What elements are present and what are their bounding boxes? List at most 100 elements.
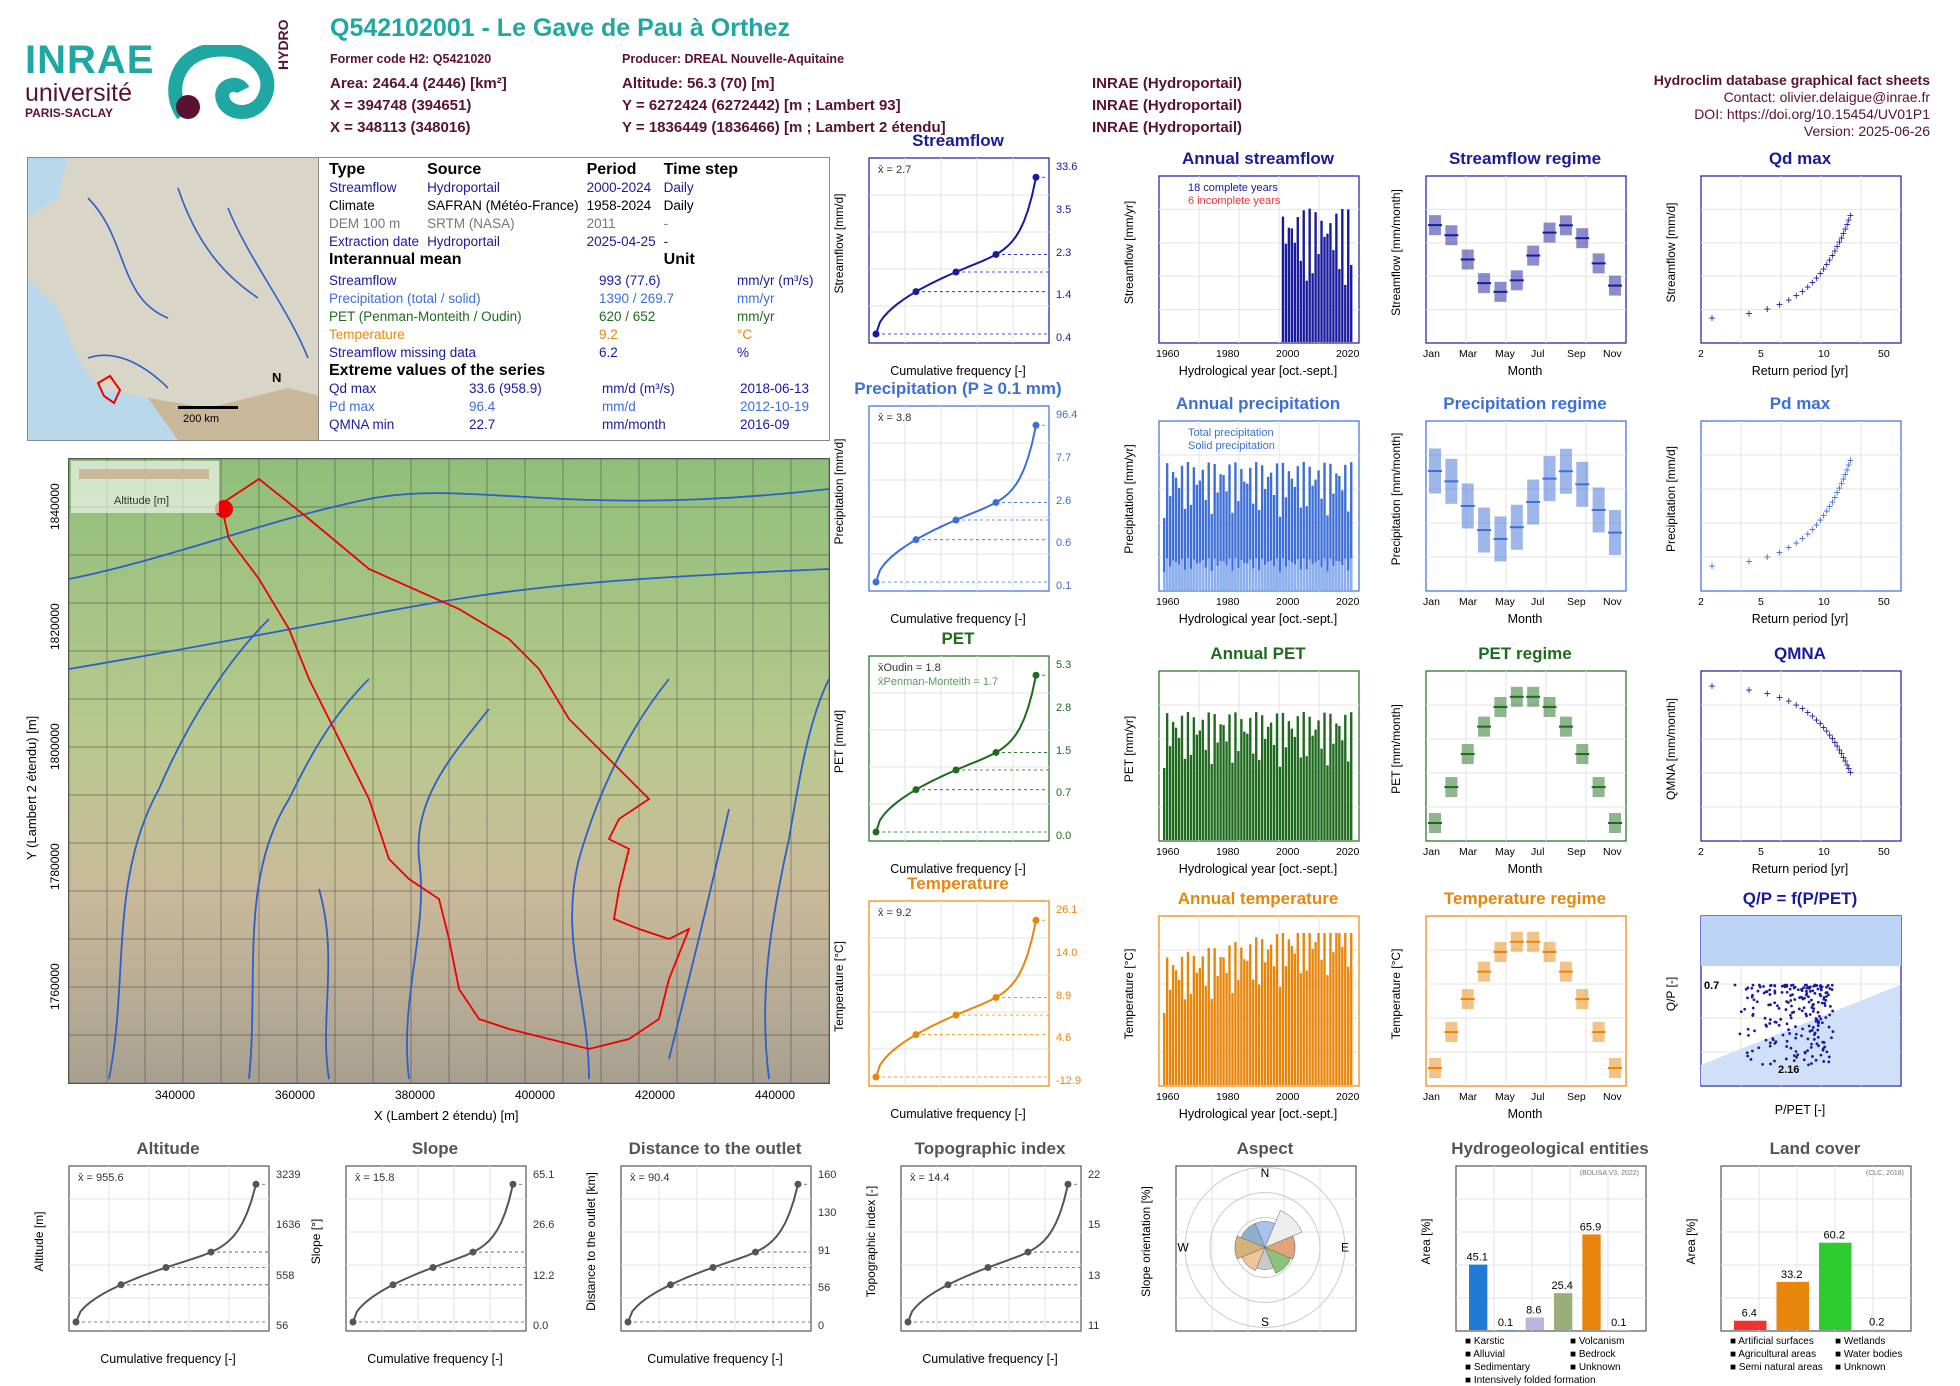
data-point bbox=[1816, 1010, 1820, 1014]
right-axis-label: 33.6 bbox=[1056, 161, 1078, 173]
bar bbox=[1234, 941, 1237, 1085]
x-tick-label: Mar bbox=[1459, 846, 1478, 858]
bar bbox=[1249, 467, 1252, 590]
bar bbox=[1335, 473, 1338, 590]
data-point bbox=[1802, 1006, 1806, 1010]
y-axis-label: Precipitation [mm/month] bbox=[1389, 432, 1403, 566]
chart-title-topo: Topographic index bbox=[914, 1139, 1066, 1158]
x-tick-label: 1960 bbox=[1156, 596, 1180, 608]
bar-solid bbox=[1320, 567, 1323, 590]
bar-solid bbox=[1243, 562, 1246, 590]
data-point bbox=[1808, 989, 1812, 993]
data-point bbox=[1769, 1003, 1772, 1007]
bar bbox=[1165, 463, 1169, 590]
x-tick-label: 1960 bbox=[1156, 348, 1180, 360]
data-point: + bbox=[1847, 765, 1854, 779]
bar-value: 0.1 bbox=[1611, 1317, 1626, 1329]
right-axis-label: 56 bbox=[818, 1282, 831, 1295]
data-point bbox=[1764, 990, 1768, 994]
bar bbox=[1201, 469, 1204, 590]
chart-title-annual_streamflow: Annual streamflow bbox=[1181, 149, 1335, 168]
chart-title-streamflow_regime: Streamflow regime bbox=[1448, 149, 1602, 168]
bar-solid bbox=[1296, 559, 1299, 590]
bar bbox=[1165, 957, 1169, 1085]
bar bbox=[1222, 475, 1225, 590]
data-point: + bbox=[1745, 307, 1752, 321]
legend-entry: ■ Semi natural areas bbox=[1730, 1362, 1823, 1373]
data-point bbox=[1807, 1024, 1811, 1028]
bar-solid bbox=[1341, 565, 1344, 590]
bar bbox=[1237, 751, 1240, 840]
bar bbox=[1237, 980, 1240, 1085]
data-point: + bbox=[1826, 499, 1833, 513]
bar bbox=[1344, 933, 1347, 1085]
data-point: + bbox=[1823, 258, 1830, 272]
data-point bbox=[1769, 1062, 1772, 1066]
data-point: + bbox=[1834, 486, 1841, 500]
right-axis-label: 0.4 bbox=[1056, 332, 1072, 344]
bar-solid bbox=[1323, 558, 1326, 590]
col-period: Period bbox=[586, 161, 637, 178]
bar bbox=[1287, 939, 1291, 1085]
bar bbox=[1329, 463, 1332, 590]
x-axis-label: Cumulative frequency [-] bbox=[890, 364, 1026, 378]
data-point bbox=[1830, 988, 1834, 991]
bar bbox=[1255, 937, 1258, 1085]
bar bbox=[1284, 966, 1288, 1085]
data-point bbox=[1789, 1016, 1793, 1020]
bar bbox=[1296, 217, 1299, 342]
bar-solid bbox=[1281, 558, 1285, 590]
data-point bbox=[1768, 993, 1772, 996]
x-axis-label: Hydrological year [oct.-sept.] bbox=[1178, 612, 1338, 626]
table-row: Extraction date Hydroportail 2025-04-25- bbox=[329, 234, 669, 249]
data-point bbox=[1739, 1010, 1743, 1014]
bar bbox=[1317, 253, 1320, 342]
plot-frame bbox=[68, 1165, 270, 1332]
data-point: + bbox=[1813, 518, 1820, 532]
x-tick-label: May bbox=[1495, 348, 1515, 360]
bar-solid bbox=[1266, 561, 1270, 590]
bar bbox=[1335, 933, 1338, 1085]
y-axis-label: Altitude [m] bbox=[32, 1211, 46, 1272]
bar bbox=[1350, 264, 1353, 342]
bar-solid bbox=[1263, 564, 1267, 590]
doi-link[interactable]: DOI: https://doi.org/10.15454/UV01P1 bbox=[1694, 106, 1930, 122]
data-point bbox=[1817, 1014, 1821, 1018]
data-point bbox=[1784, 1057, 1788, 1061]
map-ylabel: Y (Lambert 2 étendu) [m] bbox=[24, 715, 39, 860]
data-point: + bbox=[1836, 481, 1843, 495]
bar bbox=[1776, 1281, 1809, 1330]
bar bbox=[1320, 498, 1323, 590]
main-map[interactable]: Altitude [m] bbox=[68, 458, 830, 1084]
data-point bbox=[1790, 1011, 1794, 1015]
legend-entry: Solid precipitation bbox=[1188, 440, 1275, 452]
compass-label: W bbox=[1177, 1241, 1189, 1255]
bar-solid bbox=[1171, 560, 1175, 590]
data-point: + bbox=[1844, 758, 1851, 772]
right-axis-label: 0.6 bbox=[1056, 537, 1072, 550]
hydro-logo-text: HYDRO bbox=[275, 19, 291, 70]
data-point bbox=[1785, 990, 1789, 994]
data-point bbox=[1818, 992, 1822, 996]
data-point bbox=[1794, 1050, 1798, 1053]
data-point bbox=[1805, 992, 1809, 995]
data-point: + bbox=[1840, 750, 1847, 764]
table-row: PET (Penman-Monteith / Oudin) 620 / 652 mm… bbox=[329, 309, 775, 324]
chart-title-pd_max: Pd max bbox=[1769, 394, 1831, 413]
data-point bbox=[1780, 984, 1784, 988]
table-row: Streamflow Hydroportail 2000-2024 Daily bbox=[329, 180, 694, 195]
x-axis-label: Hydrological year [oct.-sept.] bbox=[1178, 364, 1338, 378]
bar-solid bbox=[1240, 559, 1243, 590]
data-point bbox=[1746, 996, 1749, 1000]
right-axis-label: 1.4 bbox=[1056, 289, 1072, 302]
legend-entry: 18 complete years bbox=[1188, 182, 1278, 194]
data-point: + bbox=[1804, 527, 1811, 541]
bar bbox=[1249, 944, 1252, 1085]
y-axis-label: PET [mm/yr] bbox=[1122, 715, 1136, 783]
legend-entry: ■ Alluvial bbox=[1465, 1349, 1505, 1360]
chart-qp: 0.7 2.16 bbox=[1700, 915, 1902, 1087]
bar bbox=[1323, 933, 1326, 1085]
bar bbox=[1207, 462, 1210, 590]
x-tick-label: 5 bbox=[1758, 348, 1764, 360]
legend-entry: 6 incomplete years bbox=[1188, 195, 1281, 207]
